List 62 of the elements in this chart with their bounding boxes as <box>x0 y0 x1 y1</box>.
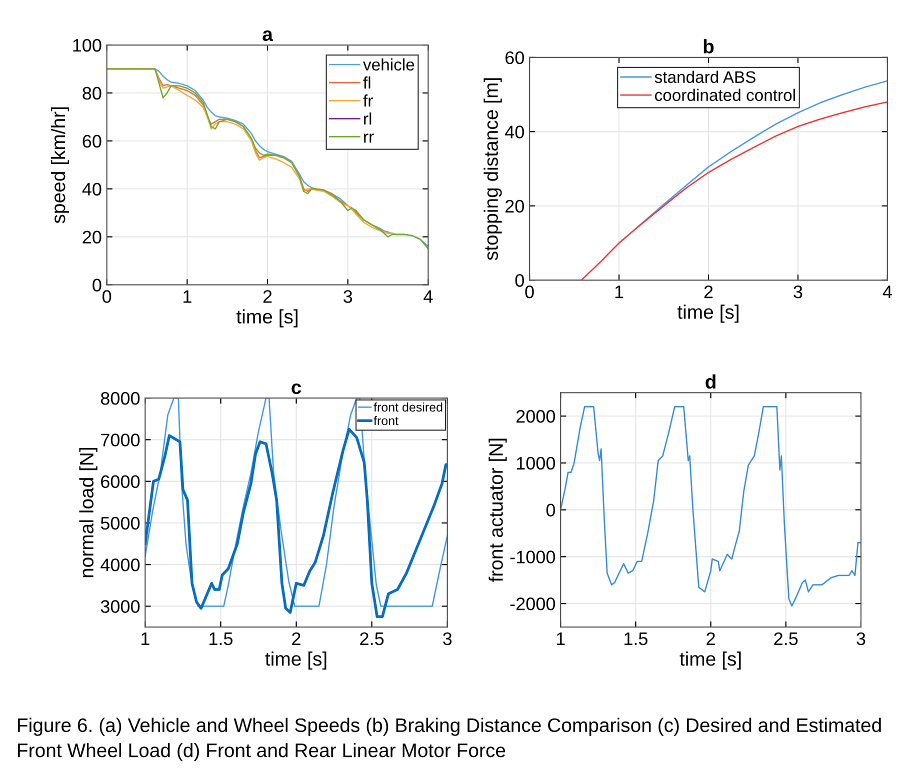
legend-label: standard ABS <box>654 70 756 83</box>
y-tick-label: 5000 <box>100 516 140 530</box>
y-tick-label: 6000 <box>101 475 140 488</box>
legend-label: rr <box>364 134 374 143</box>
y-tick-label: -2000 <box>510 598 556 610</box>
x-tick-label: 2 <box>263 290 272 303</box>
legend-label: fr <box>363 94 373 106</box>
x-tick-label: 1 <box>184 290 192 303</box>
x-tick-label: 3 <box>344 290 352 303</box>
legend-label: front <box>374 416 398 426</box>
y-tick-label: 40 <box>82 182 102 196</box>
y-tick-label: 1000 <box>516 456 556 470</box>
series-label: front desired <box>374 402 442 412</box>
chart-title: b <box>704 39 714 54</box>
y-tick-label: 60 <box>506 51 524 64</box>
y-tick-label: 8000 <box>100 392 140 405</box>
x-tick-label: 2 <box>706 632 715 645</box>
x-axis-title: time [s] <box>265 651 326 670</box>
y-tick-label: 0 <box>515 274 524 287</box>
legend-label: rl <box>364 112 372 125</box>
x-tick-label: 1 <box>556 632 565 645</box>
y-tick-label: 20 <box>82 230 102 244</box>
line-series <box>560 406 861 607</box>
chart-title: c <box>292 383 302 394</box>
y-axis-title: stopping distance [m] <box>484 78 502 260</box>
x-axis-title: time [s] <box>680 651 741 670</box>
x-tick-label: 2 <box>704 285 713 298</box>
x-tick-label: 4 <box>424 290 433 303</box>
x-tick-label: 1.5 <box>210 632 233 646</box>
chart-title: d <box>706 374 716 389</box>
x-tick-label: 1.5 <box>624 632 648 646</box>
y-tick-label: 3000 <box>100 600 140 613</box>
y-tick-label: 80 <box>82 86 102 100</box>
y-tick-label: 2000 <box>516 410 556 423</box>
y-tick-label: 4000 <box>100 558 140 572</box>
x-tick-label: 3 <box>794 285 802 298</box>
line-series <box>145 428 448 618</box>
caption: Figure 6. (a) Vehicle and Wheel Speeds (b) Braking Distance Comparison (c) Desired and Estimated Front Wheel Load (d) Front and Rear Linear Motor Force <box>18 718 881 762</box>
y-tick-label: 100 <box>73 38 102 52</box>
y-tick-label: 60 <box>82 134 102 148</box>
legend-label: coordinated control <box>654 88 795 102</box>
x-tick-label: 1 <box>615 286 624 298</box>
legend-label: vehicle <box>363 58 414 71</box>
x-tick-label: 3 <box>856 632 866 646</box>
x-tick-label: 1 <box>142 632 150 645</box>
y-tick-label: -1000 <box>510 550 556 564</box>
y-tick-label: 20 <box>506 200 524 213</box>
x-axis-title: time [s] <box>236 309 298 328</box>
x-tick-label: 3 <box>443 632 452 646</box>
x-tick-label: 2.5 <box>774 632 798 646</box>
chart-title: a <box>262 30 274 42</box>
x-tick-label: 4 <box>882 286 892 298</box>
y-tick-label: 0 <box>546 504 556 517</box>
x-tick-label: 2.5 <box>360 632 384 646</box>
x-tick-label: 2 <box>292 632 300 645</box>
legend-label: fl <box>363 76 370 88</box>
y-axis-title: normal load [N] <box>79 448 98 578</box>
y-tick-label: 7000 <box>101 434 140 446</box>
y-axis-title: speed [km/hr] <box>50 107 70 224</box>
y-axis-title: front actuator [N] <box>488 438 507 582</box>
y-tick-label: 40 <box>505 126 524 138</box>
x-axis-title: time [s] <box>677 304 738 323</box>
